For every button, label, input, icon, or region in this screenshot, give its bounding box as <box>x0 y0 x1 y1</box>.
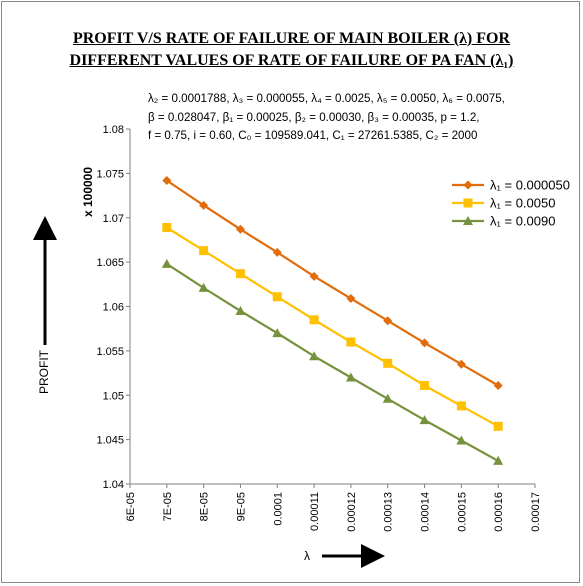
x-tick-label: 0.00016 <box>493 492 505 532</box>
legend-label: λ₁ = 0.0090 <box>490 214 555 229</box>
data-point <box>272 247 282 257</box>
data-point <box>346 337 356 347</box>
y-tick-label: 1.05 <box>103 390 124 402</box>
legend-entry-2: λ₁ = 0.0050 <box>452 196 555 211</box>
legend-marker <box>463 216 473 225</box>
data-point <box>493 455 504 465</box>
axes <box>129 129 535 485</box>
data-point <box>199 246 209 256</box>
x-tick-label: 0.00014 <box>420 492 432 532</box>
legend-marker <box>463 198 473 208</box>
legend-label: λ₁ = 0.000050 <box>490 178 570 193</box>
parameters-line-2: β = 0.028047, β₁ = 0.00025, β₂ = 0.00030… <box>148 110 480 124</box>
data-point <box>161 258 172 268</box>
data-point <box>420 380 430 390</box>
series-1 <box>162 175 503 390</box>
data-point <box>419 415 430 425</box>
legend-entry-1: λ₁ = 0.000050 <box>452 178 570 193</box>
legend-entry-3: λ₁ = 0.0090 <box>452 214 555 229</box>
chart-title: PROFIT V/S RATE OF FAILURE OF MAIN BOILE… <box>0 28 583 72</box>
series-line <box>166 226 499 428</box>
data-point <box>272 292 282 302</box>
y-tick-label: 1.08 <box>103 124 124 136</box>
data-point <box>346 294 356 304</box>
y-tick-label: 1.04 <box>103 479 124 491</box>
data-point <box>420 338 430 348</box>
x-axis-label: λ <box>304 549 310 563</box>
legend-marker <box>463 180 473 190</box>
data-point <box>345 372 356 382</box>
series-layer <box>161 175 504 465</box>
data-point <box>309 315 319 325</box>
y-tick-label: 1.07 <box>103 213 124 225</box>
y-scale-label: x 100000 <box>81 167 95 217</box>
data-point <box>272 328 283 338</box>
x-axis-title: λ <box>304 544 385 568</box>
y-tick-label: 1.045 <box>96 435 124 447</box>
data-point <box>235 224 245 234</box>
y-axis-title: PROFIT <box>33 216 57 394</box>
data-point <box>199 200 209 210</box>
x-tick-label: 0.00011 <box>309 492 321 531</box>
data-point <box>198 282 209 292</box>
data-point <box>382 393 393 403</box>
data-point <box>456 435 467 445</box>
data-point <box>493 421 503 431</box>
y-tick-label: 1.065 <box>96 257 124 269</box>
x-tick-label: 7E-05 <box>162 492 174 521</box>
data-point <box>235 269 245 279</box>
series-2 <box>162 223 503 431</box>
data-point <box>493 380 503 390</box>
y-axis-label: PROFIT <box>37 349 51 394</box>
series-line <box>166 179 499 387</box>
data-point <box>456 401 466 411</box>
data-point <box>235 305 246 315</box>
x-tick-label: 0.00012 <box>346 492 358 532</box>
series-3 <box>161 258 504 465</box>
data-point <box>383 316 393 326</box>
x-tick-label: 9E-05 <box>235 492 247 521</box>
y-tick-labels: 1.04 1.045 1.05 1.055 1.06 1.065 1.07 1.075 1.08 <box>96 124 130 491</box>
y-tick-label: 1.055 <box>96 346 124 358</box>
legend-label: λ₁ = 0.0050 <box>490 196 555 211</box>
x-tick-label: 8E-05 <box>199 492 211 521</box>
x-tick-label: 6E-05 <box>125 492 137 521</box>
data-point <box>456 359 466 369</box>
x-tick-labels: 6E-05 7E-05 8E-05 9E-05 0.0001 0.00011 0.00012… <box>125 484 542 532</box>
x-tick-label: 0.0001 <box>272 492 284 526</box>
x-tick-label: 0.00015 <box>456 492 468 532</box>
legend: λ₁ = 0.000050 λ₁ = 0.0050 λ₁ = 0.0090 <box>452 178 570 229</box>
data-point <box>383 358 393 368</box>
chart-title-line-2: DIFFERENT VALUES OF RATE OF FAILURE OF P… <box>69 52 514 69</box>
chart-title-line-1: PROFIT V/S RATE OF FAILURE OF MAIN BOILE… <box>72 30 511 47</box>
parameters-line-1: λ₂ = 0.0001788, λ₃ = 0.000055, λ₄ = 0.00… <box>148 92 505 105</box>
y-tick-label: 1.06 <box>103 302 124 314</box>
x-tick-label: 0.00013 <box>383 492 395 532</box>
parameters-line-3: f = 0.75, i = 0.60, C₀ = 109589.041, C₁ … <box>148 129 478 142</box>
y-tick-label: 1.075 <box>96 168 124 180</box>
parameters-annotation: λ₂ = 0.0001788, λ₃ = 0.000055, λ₄ = 0.00… <box>148 90 568 146</box>
data-point <box>162 223 172 233</box>
series-line <box>166 262 499 462</box>
data-point <box>309 351 320 361</box>
data-point <box>162 175 172 185</box>
x-tick-label: 0.00017 <box>530 492 542 532</box>
data-point <box>309 271 319 281</box>
